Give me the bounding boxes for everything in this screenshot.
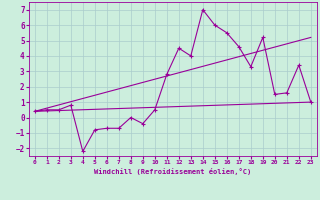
- X-axis label: Windchill (Refroidissement éolien,°C): Windchill (Refroidissement éolien,°C): [94, 168, 252, 175]
